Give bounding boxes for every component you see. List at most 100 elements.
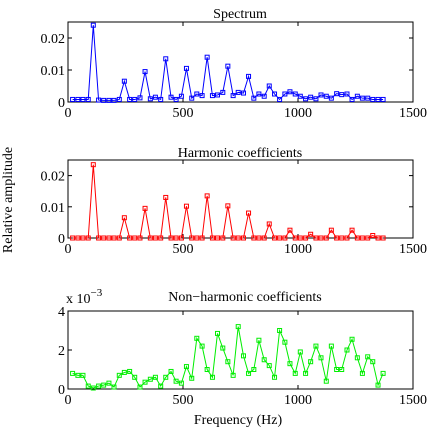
panel-spectrum-data-point: [75, 96, 81, 102]
panel-nonharmonic-xtick-label: 1500: [399, 393, 427, 408]
panel-nonharmonic-data-point: [80, 372, 86, 378]
panel-nonharmonic-data-point: [282, 339, 288, 345]
panel-spectrum-data-point: [225, 63, 231, 69]
panel-harmonic-data-point: [204, 193, 210, 199]
panel-nonharmonic-data-point: [142, 379, 148, 385]
panel-nonharmonic-data-point: [75, 372, 81, 378]
panel-harmonic-data-point: [75, 235, 81, 241]
panel-spectrum-data-point: [334, 91, 340, 97]
panel-harmonic-ytick-label: 0: [58, 232, 65, 247]
panel-spectrum-data-point: [230, 93, 236, 99]
panel-nonharmonic-data-point: [158, 383, 164, 389]
panel-spectrum-data-point: [209, 93, 215, 99]
panel-harmonic-ticks: 0 500 1000 1500 0 0.01 0.02: [41, 160, 427, 257]
panel-nonharmonic-xtick-label: 1000: [284, 393, 312, 408]
panel-nonharmonic-data-point: [106, 380, 112, 386]
panel-spectrum-data-point: [127, 96, 133, 102]
panel-harmonic-title: Harmonic coefficients: [178, 146, 303, 161]
panel-nonharmonic-data-point: [235, 324, 241, 330]
panel-harmonic-data-point: [111, 235, 117, 241]
panel-harmonic-data-point: [106, 235, 112, 241]
panel-nonharmonic-data-point: [251, 367, 257, 372]
panel-nonharmonic-data-point: [297, 349, 303, 355]
panel-spectrum-data-point: [344, 91, 350, 97]
panel-spectrum-series-line: [72, 25, 384, 101]
panel-spectrum-frame: [67, 21, 414, 103]
panel-nonharmonic-series-line: [72, 326, 384, 389]
panel-harmonic-data-point: [318, 235, 324, 241]
panel-nonharmonic-data-point: [178, 380, 184, 386]
panel-harmonic: Harmonic coefficients 0 500 1000 150000.010…: [41, 146, 428, 257]
panel-harmonic-data-point: [142, 205, 148, 211]
panel-harmonic-data-point: [261, 235, 267, 241]
panel-nonharmonic-data-point: [349, 336, 355, 342]
panel-harmonic-data-point: [370, 233, 376, 238]
panel-nonharmonic-data-point: [256, 337, 262, 343]
panel-harmonic-data-point: [344, 235, 350, 241]
panel-spectrum-data-point: [287, 89, 293, 95]
panel-nonharmonic-data-point: [225, 359, 231, 365]
panel-harmonic-xtick-label: 1000: [284, 242, 312, 257]
panel-spectrum-data-point: [246, 73, 252, 79]
panel-nonharmonic-data-point: [308, 359, 314, 365]
panel-spectrum-data-point: [375, 96, 381, 102]
panel-harmonic-ytick-label: 0.01: [41, 201, 66, 216]
panel-harmonic-data-point: [365, 235, 371, 241]
panel-harmonic-xtick-label: 500: [173, 242, 194, 257]
panel-nonharmonic-data-point: [344, 347, 350, 353]
panel-nonharmonic-data-point: [152, 374, 158, 380]
panel-spectrum-xtick-label: 1500: [399, 106, 427, 121]
panel-nonharmonic-data-point: [328, 343, 334, 349]
panel-spectrum-data-point: [349, 96, 355, 102]
panel-spectrum-data-point: [96, 97, 102, 103]
panel-harmonic-data-point: [334, 235, 340, 241]
panel-spectrum-data-point: [297, 93, 303, 99]
panel-nonharmonic-data-point: [230, 372, 236, 378]
panel-harmonic-data-point: [240, 235, 246, 241]
panel-harmonic-data-point: [132, 235, 138, 241]
panel-harmonic-data-point: [323, 235, 329, 241]
panel-nonharmonic-data-point: [354, 355, 360, 361]
panel-nonharmonic-data-point: [334, 367, 340, 372]
panel-spectrum-data-point: [235, 89, 241, 95]
panel-spectrum-data-point: [194, 91, 200, 97]
panel-harmonic-data-point: [292, 235, 298, 241]
panel-spectrum-ticks: 0 500 1000 1500 0 0.01 0.02: [41, 22, 427, 121]
panel-spectrum-xtick-label: 1000: [284, 106, 312, 121]
panel-spectrum-data-point: [359, 95, 365, 101]
panel-harmonic-data-point: [313, 235, 319, 241]
panel-nonharmonic-data-point: [70, 370, 76, 376]
panel-harmonic-data-point: [220, 235, 226, 241]
panel-spectrum-data-point: [292, 91, 298, 97]
panel-spectrum-data-point: [158, 96, 164, 102]
panel-spectrum-ytick-label: 0.02: [41, 32, 66, 47]
panel-nonharmonic-data-point: [116, 372, 122, 378]
panel-nonharmonic-ytick-label: 4: [58, 305, 65, 320]
panel-spectrum-data-point: [70, 96, 76, 102]
panel-harmonic-data-point: [287, 227, 293, 233]
panel-spectrum-data-point: [328, 95, 334, 101]
panel-harmonic-xtick-label: 1500: [399, 242, 427, 257]
shared-xlabel: Frequency (Hz): [194, 413, 283, 428]
panel-nonharmonic-multiplier: x 10−3: [66, 287, 103, 307]
panel-nonharmonic-data-point: [90, 385, 96, 391]
panel-harmonic-data-point: [349, 227, 355, 233]
panel-spectrum-data-point: [370, 96, 376, 102]
panel-spectrum-data-point: [137, 95, 143, 101]
panel-nonharmonic-data-point: [266, 363, 272, 369]
panel-harmonic-markers: [70, 162, 386, 241]
panel-spectrum-data-point: [183, 65, 189, 71]
panel-nonharmonic-data-point: [163, 374, 169, 380]
panel-nonharmonic-data-point: [127, 368, 133, 374]
panel-spectrum-data-point: [323, 93, 329, 99]
panel-harmonic-data-point: [256, 235, 262, 241]
panel-spectrum-data-point: [204, 54, 210, 60]
panel-harmonic-data-point: [163, 194, 169, 200]
panel-harmonic-data-point: [70, 235, 76, 241]
panel-harmonic-data-point: [116, 235, 122, 241]
panel-nonharmonic-data-point: [204, 367, 210, 372]
panel-nonharmonic-data-point: [246, 370, 252, 376]
panel-spectrum-data-point: [282, 91, 288, 97]
panel-harmonic-data-point: [152, 235, 158, 241]
